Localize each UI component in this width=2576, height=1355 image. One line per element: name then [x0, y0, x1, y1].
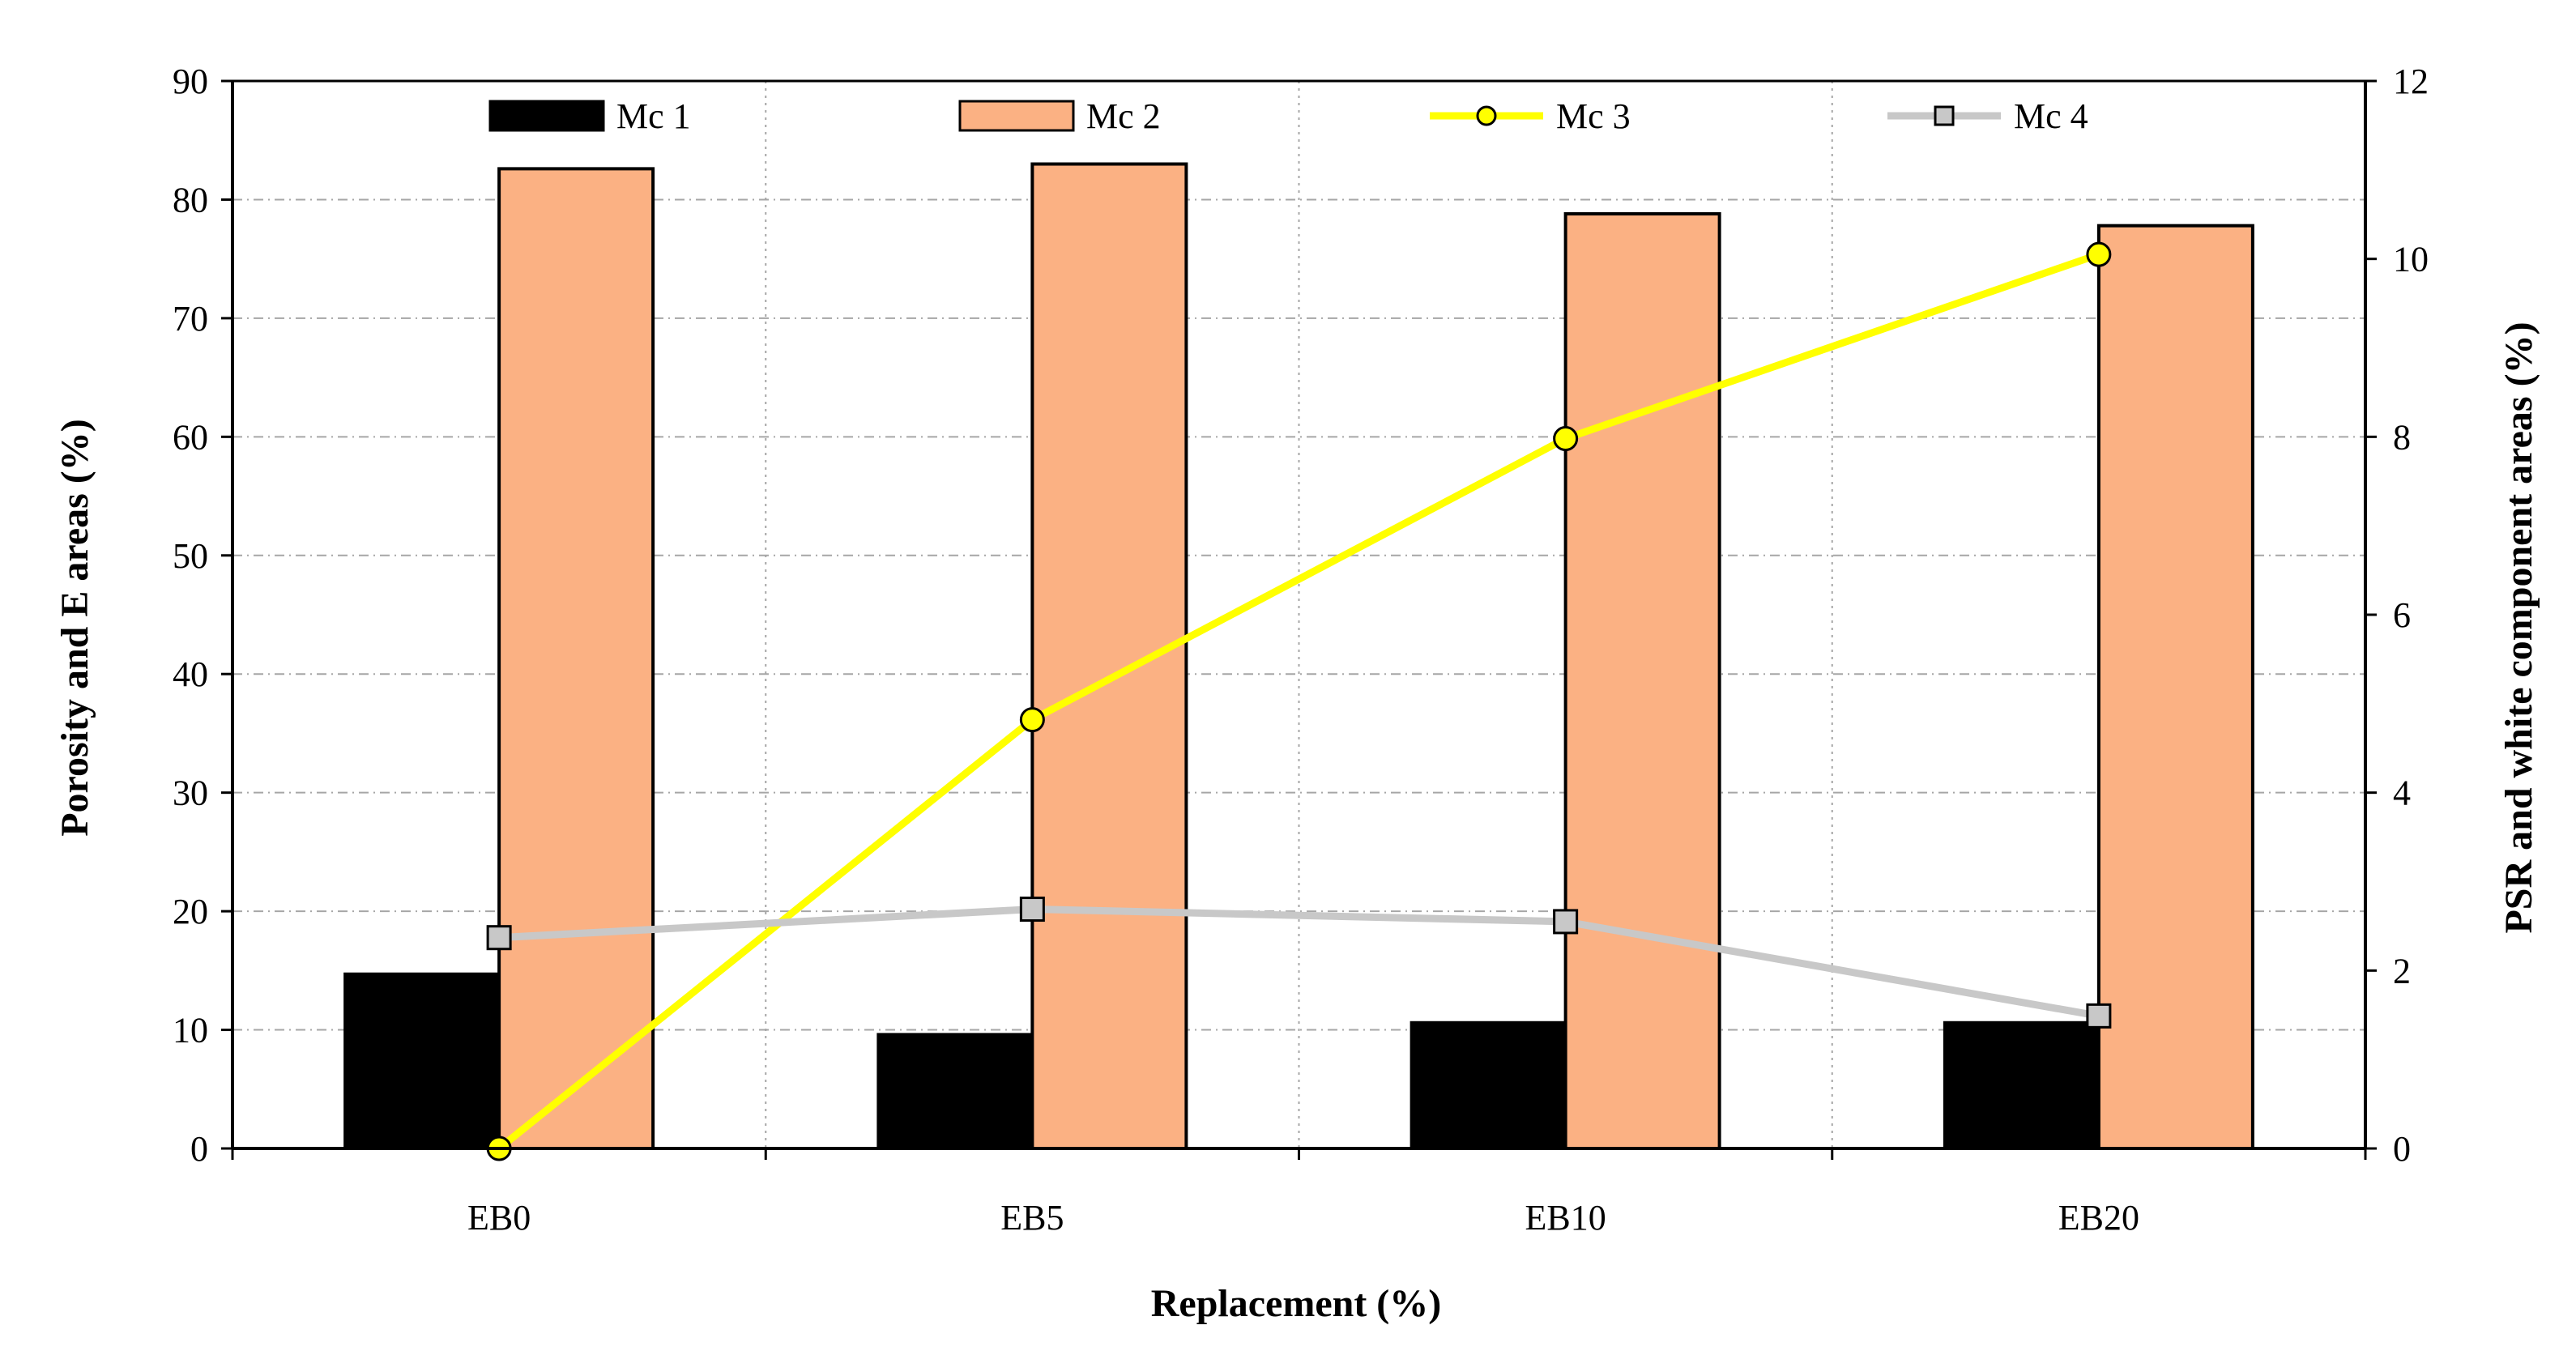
y-tick-label: 10: [173, 1011, 208, 1050]
legend-label-mc4: Mc 4: [2014, 96, 2088, 136]
axis-layer: 0 10 20 30 40 50 60 70 80 90 0 2 4 6 8 10 12 EB0 EB5 EB10 EB…: [173, 62, 2429, 1238]
y2-tick-label: 8: [2393, 417, 2411, 457]
legend-item-mc3: Mc 3: [1430, 96, 1631, 136]
y2-tick-label: 6: [2393, 595, 2411, 635]
point-mc3-eb20: [2086, 241, 2112, 267]
y-tick-label: 0: [190, 1129, 208, 1169]
y2-tick-label: 0: [2393, 1129, 2411, 1169]
bar-mc1-eb10: [1410, 1021, 1567, 1151]
legend-item-mc1: Mc 1: [488, 96, 691, 136]
y-tick-label: 30: [173, 773, 208, 813]
y-tick-label: 20: [173, 892, 208, 931]
y-axis-title: Porosity and E areas (%): [53, 419, 96, 837]
y-tick-label: 40: [173, 654, 208, 694]
y2-tick-label: 10: [2393, 240, 2429, 279]
point-mc4-eb0: [486, 925, 512, 951]
legend-label-mc2: Mc 2: [1086, 96, 1161, 136]
line-mc3: [497, 250, 2100, 1152]
point-mc4-eb20: [2086, 1003, 2112, 1029]
y-tick-label: 60: [173, 417, 208, 457]
legend-marker-mc4: [1934, 105, 1955, 126]
bar-mc2-eb10: [1563, 212, 1721, 1150]
bar-layer: [343, 162, 2254, 1151]
point-mc3-eb5: [1019, 707, 1045, 733]
x-tick-label-eb0: EB0: [467, 1198, 531, 1238]
legend-item-mc2: Mc 2: [958, 96, 1161, 136]
x-tick-label-eb10: EB10: [1525, 1198, 1606, 1238]
legend-swatch-mc2: [958, 100, 1075, 132]
y2-tick-label: 2: [2393, 951, 2411, 991]
x-tick-label-eb20: EB20: [2058, 1198, 2139, 1238]
bar-mc1-eb5: [876, 1033, 1034, 1150]
y-tick-label: 80: [173, 180, 208, 219]
bar-mc1-eb20: [1943, 1021, 2100, 1151]
legend-marker-mc3: [1476, 105, 1497, 126]
y-tick-label: 90: [173, 62, 208, 101]
y-tick-label: 70: [173, 299, 208, 339]
y2-tick-label: 4: [2393, 773, 2411, 813]
line-layer: [486, 241, 2112, 1161]
bar-mc2-eb20: [2096, 224, 2254, 1150]
point-mc4-eb5: [1019, 897, 1045, 923]
bar-mc1-eb0: [343, 972, 501, 1151]
legend-layer: Mc 1 Mc 2 Mc 3 Mc 4: [488, 96, 2088, 136]
y2-axis-title: PSR and white component areas (%): [2497, 322, 2540, 933]
point-mc4-eb10: [1553, 909, 1579, 935]
x-axis-title: Replacement (%): [1151, 1282, 1442, 1325]
line-mc4: [498, 905, 2100, 1020]
legend-swatch-mc1: [488, 100, 605, 132]
point-mc3-eb10: [1553, 426, 1579, 452]
bar-mc2-eb5: [1030, 162, 1188, 1150]
y2-tick-label: 12: [2393, 62, 2429, 101]
x-tick-label-eb5: EB5: [1000, 1198, 1064, 1238]
legend-item-mc4: Mc 4: [1887, 96, 2088, 136]
y-tick-label: 50: [173, 536, 208, 576]
legend-label-mc3: Mc 3: [1556, 96, 1631, 136]
bar-mc2-eb0: [497, 167, 655, 1150]
legend-label-mc1: Mc 1: [616, 96, 691, 136]
